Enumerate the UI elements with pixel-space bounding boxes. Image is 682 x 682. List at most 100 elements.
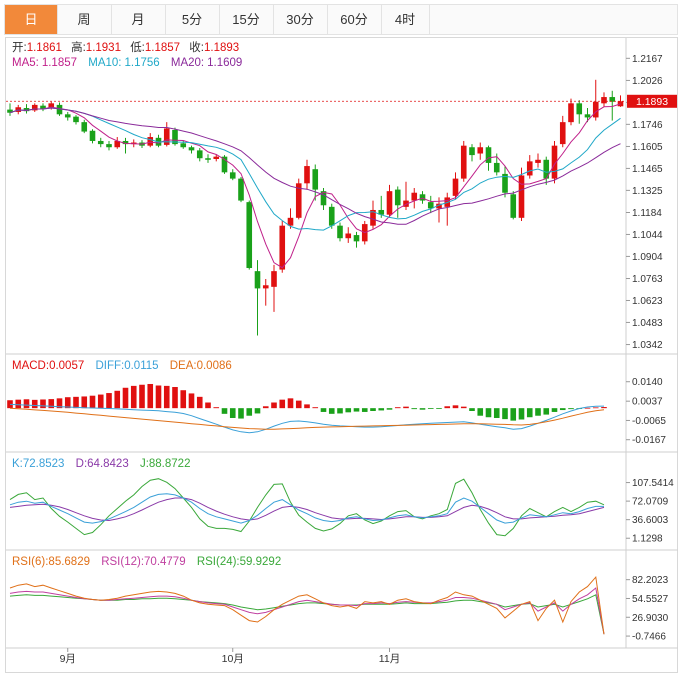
macd-bar	[411, 408, 418, 410]
macd-bar	[172, 387, 178, 409]
tab-week[interactable]: 周	[57, 5, 112, 34]
macd-bar	[139, 384, 145, 409]
candle-body	[81, 122, 88, 132]
macd-bar	[444, 406, 451, 409]
macd-bar	[436, 408, 442, 409]
macd-bar	[196, 396, 203, 409]
candle-body	[40, 105, 46, 109]
macd-bar	[262, 406, 269, 409]
candle-body	[353, 235, 360, 242]
macd-bar	[601, 407, 607, 409]
candle-body	[419, 194, 426, 201]
candle-body	[601, 97, 607, 104]
macd-bar	[543, 408, 550, 415]
candle-body	[172, 129, 178, 145]
x-tick-label: 9月	[60, 653, 76, 665]
macd-bar	[535, 408, 541, 416]
macd-bar	[320, 408, 327, 412]
tab-15min[interactable]: 15分	[219, 5, 274, 34]
candle-body	[320, 191, 327, 206]
tab-5min[interactable]: 5分	[165, 5, 220, 34]
candle-body	[427, 202, 434, 209]
macd-bar	[345, 408, 352, 413]
candle-body	[617, 101, 624, 107]
candle-body	[526, 161, 533, 176]
j-line	[9, 478, 605, 537]
tab-day[interactable]: 日	[5, 5, 58, 34]
candle-body	[188, 147, 195, 151]
x-tick-label: 10月	[222, 653, 244, 665]
macd-bar	[64, 397, 71, 409]
candle-body	[48, 103, 55, 109]
macd-bar	[378, 408, 385, 411]
candle-body	[493, 162, 500, 173]
y-tick-label: 1.1465	[632, 164, 663, 175]
macd-bar	[477, 408, 484, 416]
candle-body	[378, 209, 385, 215]
tab-month[interactable]: 月	[111, 5, 166, 34]
candle-body	[64, 114, 71, 118]
y-tick-label: 72.0709	[632, 497, 669, 508]
candle-body	[518, 175, 525, 218]
candle-body	[279, 225, 286, 270]
macd-bar	[526, 408, 533, 418]
y-tick-label: 1.0763	[632, 274, 663, 285]
candle-body	[213, 156, 220, 160]
period-tabs: 日 周 月 5分 15分 30分 60分 4时	[4, 4, 678, 35]
macd-bar	[114, 390, 121, 409]
rsi24-line	[9, 594, 605, 635]
current-price-tag	[627, 94, 677, 108]
y-tick-label: 1.0904	[632, 252, 663, 263]
tab-4hour[interactable]: 4时	[381, 5, 430, 34]
macd-bar	[370, 408, 376, 411]
tab-30min[interactable]: 30分	[273, 5, 328, 34]
candle-body	[287, 217, 294, 226]
y-tick-label: 82.2023	[632, 575, 669, 586]
macd-bar	[502, 408, 508, 420]
candle-body	[23, 108, 30, 112]
y-tick-label: 1.1298	[632, 534, 663, 545]
macd-bar	[328, 408, 335, 414]
candle-body	[609, 97, 616, 102]
candle-body	[592, 101, 599, 118]
candle-body	[254, 271, 261, 289]
chart-area[interactable]	[5, 37, 678, 673]
y-tick-label: 1.1184	[632, 208, 662, 219]
ohlc-info: 开:1.1861 高:1.1931 低:1.1857 收:1.1893	[12, 40, 239, 54]
candle-body	[551, 145, 558, 179]
y-tick-label: -0.7466	[632, 632, 666, 643]
candle-body	[485, 147, 492, 163]
y-tick-label: 0.0140	[632, 377, 663, 388]
macd-bar	[213, 407, 220, 409]
macd-bar	[361, 408, 368, 412]
candle-body	[97, 140, 104, 145]
candle-body	[7, 109, 13, 113]
macd-bar	[56, 398, 63, 409]
candle-body	[452, 178, 459, 196]
macd-bar	[97, 394, 104, 409]
candle-body	[312, 169, 319, 190]
y-tick-label: 1.0483	[632, 318, 663, 329]
macd-bar	[147, 383, 154, 409]
candle-body	[56, 104, 63, 115]
macd-bar	[188, 393, 195, 409]
candle-body	[510, 194, 517, 218]
macd-bar	[238, 408, 244, 419]
candle-body	[345, 233, 352, 239]
tab-60min[interactable]: 60分	[327, 5, 382, 34]
macd-bar	[295, 400, 302, 409]
d-line	[9, 497, 605, 522]
candle-body	[89, 130, 96, 141]
candle-body	[31, 104, 38, 111]
y-tick-label: 1.2167	[632, 54, 663, 65]
candle-body	[205, 158, 211, 160]
dea-line	[9, 407, 605, 430]
candle-body	[477, 147, 484, 154]
y-tick-label: -0.0065	[632, 416, 666, 427]
current-price-tag-label: 1.1893	[636, 96, 668, 108]
macd-bar	[40, 399, 46, 409]
macd-bar	[7, 400, 13, 409]
candle-body	[502, 173, 508, 193]
macd-bar	[15, 399, 22, 409]
